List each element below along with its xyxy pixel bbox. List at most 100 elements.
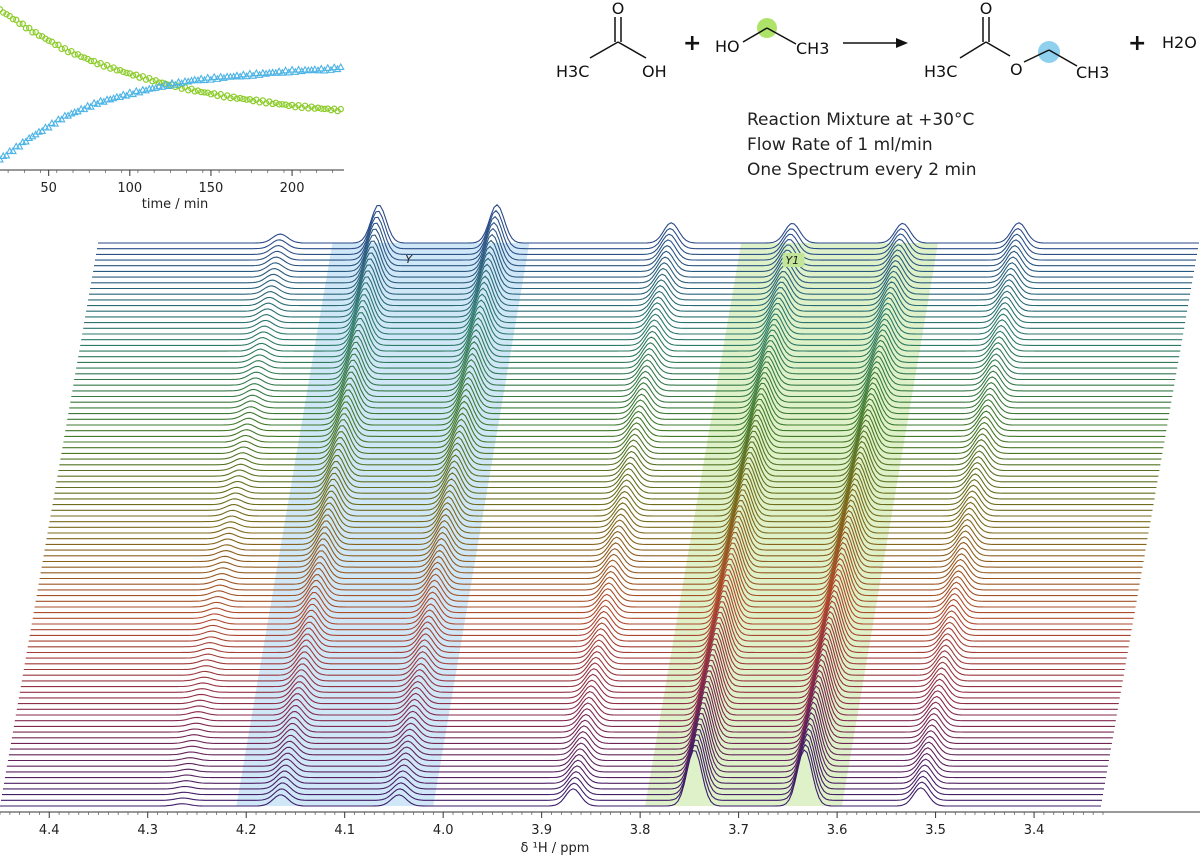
kinetic-point-decreasing [51,41,59,49]
kinetic-point-increasing [125,88,134,96]
kinetic-point-increasing [275,67,284,75]
spectrum-trace [60,424,1162,460]
spectrum-trace [51,472,1153,511]
time-tick-label: 150 [199,181,224,196]
spectrum-trace [75,341,1177,375]
spectrum-trace [50,477,1152,517]
spectrum-trace [65,398,1167,432]
kinetic-point-increasing [310,65,319,73]
kinetic-point-increasing [203,73,212,81]
kinetic-point-increasing [197,74,206,82]
kinetic-point-decreasing [103,61,111,69]
ppm-tick-label: 3.9 [531,823,552,838]
kinetic-point-decreasing [285,102,293,110]
kinetic-point-decreasing [243,96,250,103]
spectrum-trace [18,648,1120,699]
ester-methyl-right-label: CH3 [1076,63,1109,82]
kinetic-point-decreasing [262,100,270,107]
kinetic-point-decreasing [227,94,234,102]
spectrum-trace [4,722,1106,779]
kinetic-point-decreasing [94,60,101,68]
spectrum-trace [57,440,1159,477]
kinetic-point-decreasing [55,41,62,49]
region-label-y1: Y1 [785,254,799,267]
kinetic-point-increasing [174,77,183,85]
spectrum-trace [49,483,1151,523]
kinetic-point-increasing [28,132,37,140]
kinetic-point-increasing [155,81,163,90]
spectrum-trace [64,403,1166,437]
acid-carbonyl-o: O [612,0,625,18]
spectrum-trace [87,269,1189,307]
kinetic-point-increasing [90,98,99,106]
kinetic-point-decreasing [240,95,247,103]
spectrum-trace [82,299,1184,335]
spectrum-trace [7,706,1109,762]
spectrum-trace [40,531,1142,574]
kinetic-point-increasing [151,83,160,91]
kinetic-point-increasing [314,66,322,74]
spectrum-trace [5,717,1107,773]
kinetic-point-increasing [86,102,95,110]
info-spectrum-interval: One Spectrum every 2 min [747,160,977,180]
kinetic-point-increasing [83,101,92,109]
kinetic-point-increasing [216,72,225,80]
spectrum-trace [9,695,1111,750]
spectrum-trace [79,317,1181,352]
kinetic-point-increasing [330,63,339,71]
spectrum-trace [32,573,1134,619]
kinetic-point-decreasing [123,69,130,77]
spectrum-trace [74,347,1176,381]
spectrum-trace [22,626,1124,676]
ppm-tick-label: 3.7 [728,823,749,838]
spectrum-trace [26,605,1128,654]
kinetic-point-increasing [239,70,248,78]
kinetic-point-decreasing [272,99,280,107]
spectrum-trace [25,610,1127,659]
acid-oh-label: OH [642,62,667,81]
kinetic-point-increasing [333,64,342,73]
kinetic-point-decreasing [194,87,202,94]
spectrum-trace [52,467,1154,506]
kinetic-point-increasing [80,104,89,113]
kinetic-point-decreasing [100,63,108,70]
spectrum-trace [46,499,1148,540]
spectrum-trace [27,600,1129,648]
kinetic-point-decreasing [13,16,20,24]
kinetic-point-increasing [245,69,254,77]
kinetic-point-decreasing [9,15,17,23]
kinetic-point-decreasing [90,57,98,65]
spectrum-trace [42,520,1144,563]
spectrum-trace [43,515,1145,557]
kinetic-point-increasing [64,111,73,119]
kinetic-point-increasing [258,68,267,76]
kinetic-point-decreasing [61,45,69,52]
spectrum-trace [17,653,1119,705]
kinetic-point-decreasing [246,96,254,103]
ester-highlight [1038,41,1060,63]
kinetic-point-increasing [57,115,66,123]
spectrum-trace [16,658,1118,710]
kinetic-point-decreasing [311,105,318,112]
spectrum-trace [54,456,1156,494]
spectrum-trace [20,637,1122,688]
spectrum-trace [30,584,1132,631]
spectrum-trace [85,281,1187,318]
kinetic-point-decreasing [26,24,33,32]
ethanol-ho-label: HO [715,37,740,56]
kinetic-point-decreasing [97,59,104,67]
spectrum-trace [93,233,1195,272]
spectrum-trace [89,257,1191,295]
kinetic-point-decreasing [256,99,263,106]
spectrum-trace [96,215,1197,255]
kinetic-point-decreasing [71,51,78,58]
plus-sign-1: + [683,31,701,56]
acetic-acid-structure: O H3C OH [556,0,667,81]
kinetic-point-decreasing [129,72,137,79]
spectrum-trace [35,557,1137,602]
spectrum-trace [55,451,1157,489]
kinetic-point-decreasing [136,74,143,81]
spectrum-trace [23,621,1125,671]
spectrum-trace [0,749,1101,807]
